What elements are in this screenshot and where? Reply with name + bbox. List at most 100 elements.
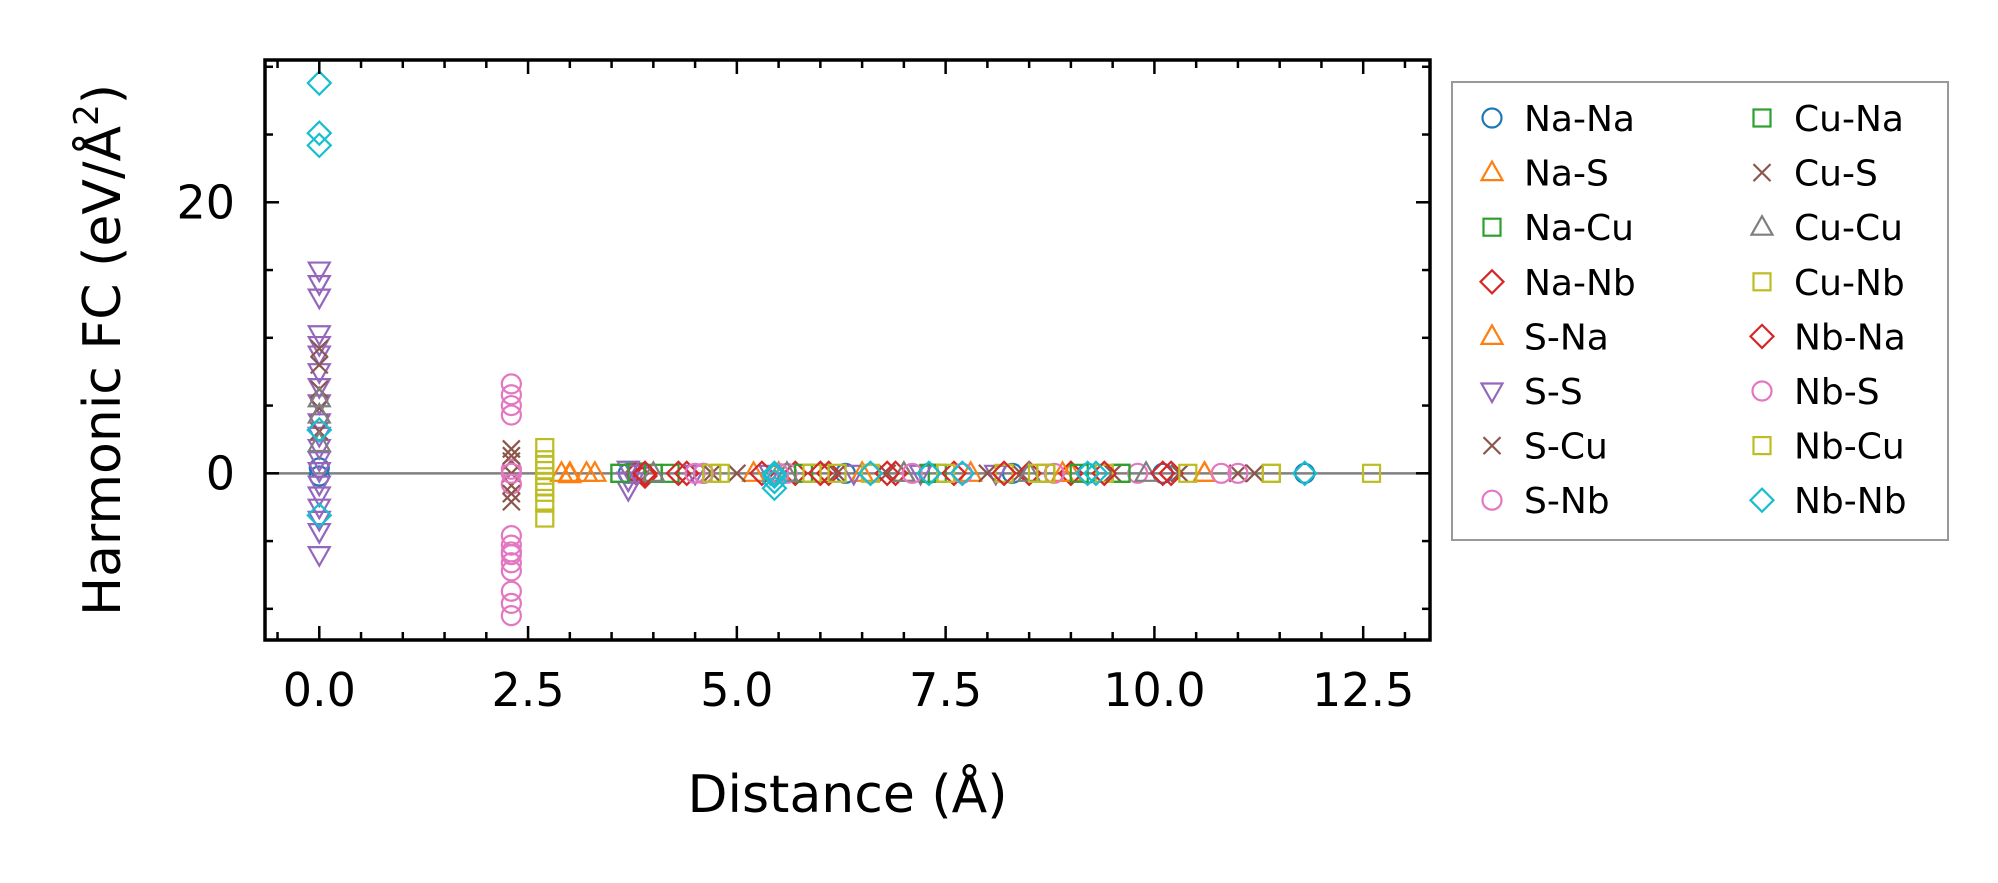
legend-label: Cu-S xyxy=(1794,154,1878,195)
data-point xyxy=(727,464,747,483)
data-point xyxy=(306,325,332,347)
legend-label: S-Na xyxy=(1524,317,1609,358)
data-point xyxy=(702,463,722,483)
data-point xyxy=(500,552,522,574)
data-point xyxy=(306,462,332,484)
data-point xyxy=(500,384,522,406)
data-point xyxy=(1050,460,1075,482)
data-point xyxy=(306,69,333,97)
data-point xyxy=(631,460,659,487)
legend-item: Na-S xyxy=(1479,154,1609,195)
data-point xyxy=(306,502,333,529)
data-point xyxy=(582,460,608,482)
data-point xyxy=(1294,462,1316,484)
data-point xyxy=(306,394,332,417)
data-point xyxy=(306,451,332,473)
data-point xyxy=(1210,462,1232,484)
data-point xyxy=(306,261,332,284)
data-point xyxy=(306,401,332,424)
data-point xyxy=(1361,463,1382,483)
data-point xyxy=(306,522,332,545)
data-point xyxy=(1291,460,1318,487)
data-point xyxy=(1027,463,1048,483)
data-point xyxy=(500,592,522,615)
x-tick-label: 7.5 xyxy=(909,663,982,717)
legend-marker xyxy=(1749,213,1775,236)
data-point xyxy=(991,460,1018,487)
legend: Na-Na Na-S Na-Cu Na-Nb S-Na S-S S-Cu S-Nb Cu-Na C… xyxy=(1451,81,1949,541)
data-point xyxy=(827,464,847,483)
legend-item: S-Na xyxy=(1479,317,1609,358)
data-point xyxy=(310,339,329,358)
legend-marker xyxy=(1751,380,1773,402)
data-point xyxy=(306,345,332,368)
data-point xyxy=(306,288,332,311)
legend-marker xyxy=(1748,487,1776,514)
data-point xyxy=(640,460,666,482)
legend-box xyxy=(1451,81,1949,541)
legend-label: Cu-Nb xyxy=(1794,263,1905,304)
legend-label: Na-S xyxy=(1524,154,1609,195)
data-point xyxy=(500,541,522,563)
data-point xyxy=(306,377,332,400)
plot-area xyxy=(263,58,1432,642)
plot-frame xyxy=(263,58,1432,642)
series-cu-cu xyxy=(306,385,1159,482)
series-nb-nb xyxy=(306,69,1318,529)
x-tick-label: 2.5 xyxy=(491,663,564,717)
legend-item: S-Nb xyxy=(1481,481,1610,522)
data-point xyxy=(310,355,329,375)
legend-label: S-Cu xyxy=(1524,427,1608,468)
legend-label: Cu-Cu xyxy=(1794,208,1903,249)
data-point xyxy=(500,534,522,556)
data-point xyxy=(1082,460,1110,487)
legend-label: S-S xyxy=(1524,372,1583,413)
legend-item: Na-Cu xyxy=(1482,208,1634,249)
data-point xyxy=(535,477,555,497)
legend-item: Cu-Nb xyxy=(1752,263,1905,304)
legend-label: Nb-Na xyxy=(1794,317,1906,358)
data-point xyxy=(535,482,555,502)
data-point xyxy=(1069,463,1089,483)
legend-label: Na-Cu xyxy=(1524,208,1634,249)
data-point xyxy=(1149,460,1176,487)
data-point xyxy=(500,580,522,602)
data-point xyxy=(306,475,332,498)
data-point xyxy=(761,475,788,502)
data-point xyxy=(915,460,942,487)
data-point xyxy=(535,450,555,470)
legend-marker xyxy=(1478,268,1506,295)
legend-item: S-Cu xyxy=(1482,427,1608,468)
data-point xyxy=(761,468,788,495)
data-point xyxy=(857,460,884,487)
legend-marker xyxy=(1748,323,1776,350)
x-tick-label: 12.5 xyxy=(1312,663,1414,717)
data-point xyxy=(624,464,650,487)
y-tick-label: 0 xyxy=(206,446,235,500)
data-point xyxy=(949,460,976,487)
data-point xyxy=(936,463,956,483)
data-point xyxy=(841,464,867,487)
legend-label: Nb-S xyxy=(1794,372,1880,413)
legend-marker xyxy=(1481,489,1503,511)
data-point xyxy=(684,462,706,484)
data-point xyxy=(1133,460,1159,482)
legend-item: Cu-S xyxy=(1752,154,1878,195)
y-axis: 0 20 xyxy=(176,65,1430,611)
legend-label: Nb-Nb xyxy=(1794,481,1907,522)
legend-item: Nb-Na xyxy=(1748,317,1906,358)
data-point xyxy=(682,464,708,487)
legend-label: Na-Na xyxy=(1524,99,1635,140)
data-point xyxy=(1227,462,1249,484)
legend-item: Na-Na xyxy=(1481,99,1635,140)
x-tick-label: 0.0 xyxy=(283,663,356,717)
legend-label: Nb-Cu xyxy=(1794,427,1905,468)
data-point xyxy=(951,462,973,484)
legend-marker xyxy=(1479,382,1505,405)
data-point xyxy=(1127,462,1149,484)
data-point xyxy=(1261,463,1281,483)
series-nb-s xyxy=(500,462,1232,563)
data-point xyxy=(802,463,822,483)
data-point xyxy=(978,464,997,483)
data-point xyxy=(958,460,984,482)
